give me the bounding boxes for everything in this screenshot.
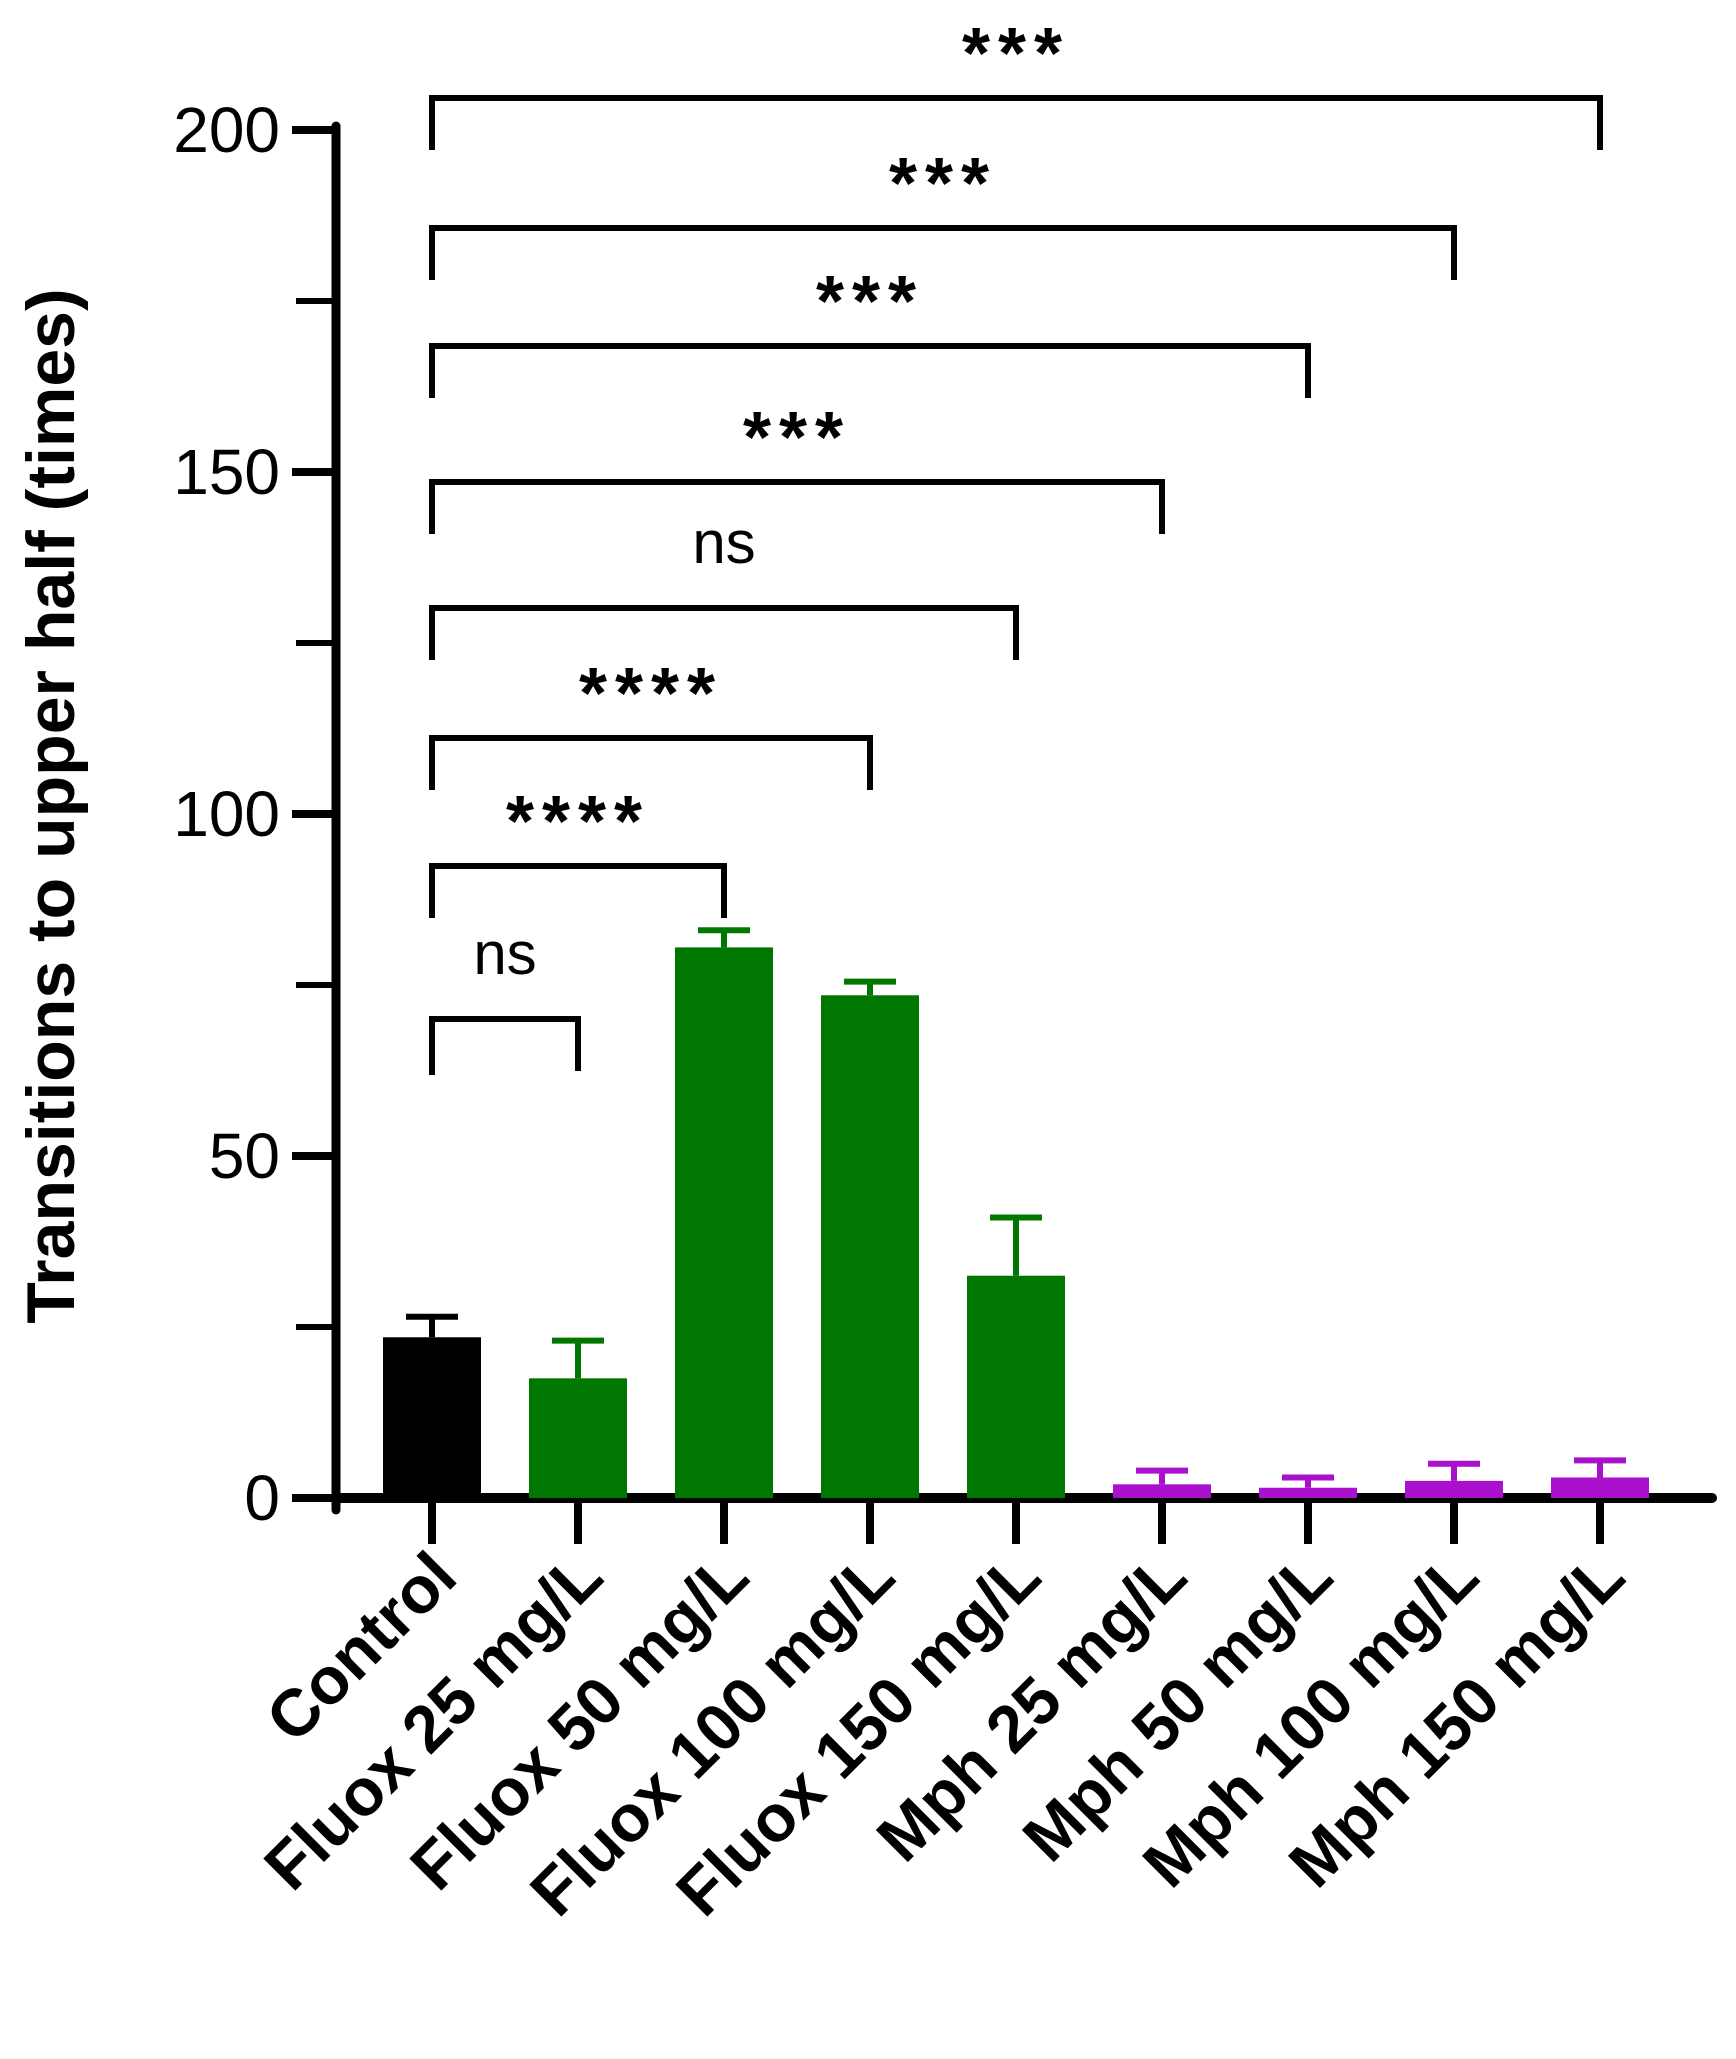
bar [1259,1487,1357,1498]
ns-label: ns [692,509,755,576]
bar [1113,1484,1211,1498]
error-bar [1282,1474,1334,1488]
comparison-bracket: ns [429,509,1019,660]
bar [1551,1477,1649,1498]
comparison-bracket: ns [429,920,581,1075]
comparison-bracket: *** [429,262,1311,398]
comparison-bracket: **** [429,782,727,918]
y-tick-label: 50 [209,1120,280,1192]
significance-label: **** [506,782,650,862]
error-bar [1136,1467,1188,1485]
y-tick-label: 100 [173,778,280,850]
significance-label: *** [743,398,851,478]
error-bar [698,927,750,948]
error-bar [406,1313,458,1338]
comparison-bracket: **** [429,654,873,790]
significance-label: **** [579,654,723,734]
y-tick-label: 200 [173,94,280,166]
significance-label: *** [889,144,997,224]
error-bars [406,927,1626,1488]
x-axis [331,1493,1717,1544]
error-bar [1428,1460,1480,1481]
bar [821,995,919,1498]
error-bar [990,1214,1042,1276]
error-bar [1574,1457,1626,1478]
y-axis: 0 50 100 150 200 [173,94,341,1534]
bars [383,947,1649,1498]
y-axis-title: Transitions to upper half (times) [13,288,89,1323]
error-bar [844,978,896,996]
bar [675,947,773,1498]
bar [383,1337,481,1498]
comparison-bracket: *** [429,398,1165,534]
y-tick-label: 0 [244,1462,280,1534]
comparison-bracket: *** [429,14,1603,150]
bar [967,1275,1065,1498]
bar [529,1378,627,1498]
significance-label: *** [962,14,1070,94]
comparison-brackets: ns **** **** ns *** *** *** *** [429,14,1603,1075]
comparison-bracket: *** [429,144,1457,280]
y-tick-label: 150 [173,436,280,508]
ns-label: ns [473,920,536,987]
significance-label: *** [816,262,924,342]
error-bar [552,1337,604,1379]
bar [1405,1480,1503,1498]
